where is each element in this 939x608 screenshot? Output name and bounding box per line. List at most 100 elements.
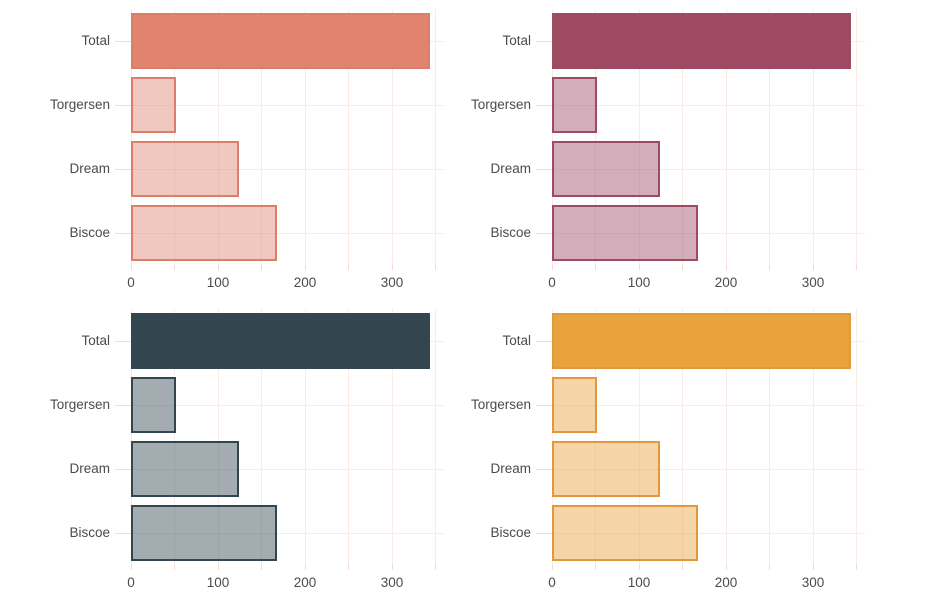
x-axis-tick <box>856 564 857 570</box>
vertical-gridline <box>595 9 596 264</box>
horizontal-gridline <box>544 169 865 170</box>
x-axis-tick <box>261 264 262 270</box>
category-label-torgersen: Torgersen <box>470 397 531 412</box>
x-tick-label-200: 200 <box>293 575 317 590</box>
x-axis-tick <box>726 564 727 570</box>
vertical-gridline <box>305 9 306 264</box>
y-axis-tick <box>536 169 552 170</box>
x-tick-label-0: 0 <box>548 575 556 590</box>
bar-torgersen <box>552 377 597 433</box>
y-axis-tick <box>536 405 552 406</box>
bar-torgersen <box>131 377 176 433</box>
x-axis-tick <box>682 264 683 270</box>
x-tick-label-300: 300 <box>380 275 404 290</box>
bar-dream <box>131 441 239 497</box>
category-label-torgersen: Torgersen <box>49 397 110 412</box>
bar-total <box>552 313 851 369</box>
vertical-gridline <box>131 9 132 264</box>
x-axis-tick <box>392 564 393 570</box>
vertical-gridline <box>261 309 262 564</box>
x-axis-tick <box>552 564 553 570</box>
vertical-gridline <box>769 9 770 264</box>
x-axis-tick <box>552 264 553 270</box>
vertical-gridline <box>552 309 553 564</box>
x-axis-tick <box>639 264 640 270</box>
horizontal-gridline <box>544 405 865 406</box>
category-label-torgersen: Torgersen <box>470 97 531 112</box>
horizontal-gridline <box>123 169 444 170</box>
x-axis-tick <box>218 264 219 270</box>
x-tick-label-0: 0 <box>548 275 556 290</box>
x-axis-tick <box>348 564 349 570</box>
x-axis-tick <box>174 564 175 570</box>
x-axis-tick <box>348 264 349 270</box>
category-label-total: Total <box>502 333 531 348</box>
vertical-gridline <box>552 9 553 264</box>
category-label-biscoe: Biscoe <box>69 525 110 540</box>
vertical-gridline <box>218 309 219 564</box>
category-label-dream: Dream <box>490 161 531 176</box>
bar-dream <box>552 441 660 497</box>
x-axis-tick <box>218 564 219 570</box>
x-axis-tick <box>856 264 857 270</box>
vertical-gridline <box>639 309 640 564</box>
y-axis-tick <box>115 41 131 42</box>
x-axis-tick <box>435 564 436 570</box>
bar-torgersen <box>131 77 176 133</box>
vertical-gridline <box>435 9 436 264</box>
x-tick-label-300: 300 <box>380 575 404 590</box>
x-axis-tick <box>305 564 306 570</box>
x-tick-label-100: 100 <box>627 575 651 590</box>
x-axis-tick <box>392 264 393 270</box>
y-axis-tick <box>115 233 131 234</box>
horizontal-gridline <box>123 469 444 470</box>
x-axis-tick <box>435 264 436 270</box>
y-axis-tick <box>115 469 131 470</box>
vertical-gridline <box>595 309 596 564</box>
x-tick-label-200: 200 <box>293 275 317 290</box>
x-axis-tick <box>813 264 814 270</box>
horizontal-gridline <box>123 405 444 406</box>
x-axis-tick <box>769 564 770 570</box>
horizontal-gridline <box>544 533 865 534</box>
category-label-total: Total <box>81 333 110 348</box>
bar-chart-amber: Total Torgersen Dream Biscoe 0 100 200 300 <box>470 304 939 608</box>
bar-biscoe <box>552 505 698 561</box>
vertical-gridline <box>348 309 349 564</box>
horizontal-gridline <box>123 105 444 106</box>
x-tick-label-300: 300 <box>801 575 825 590</box>
category-label-dream: Dream <box>490 461 531 476</box>
vertical-gridline <box>813 309 814 564</box>
vertical-gridline <box>856 9 857 264</box>
vertical-gridline <box>218 9 219 264</box>
bar-chart-berry: Total Torgersen Dream Biscoe 0 100 200 300 <box>470 0 939 304</box>
category-label-total: Total <box>502 33 531 48</box>
y-axis-tick <box>536 533 552 534</box>
x-axis-tick <box>131 264 132 270</box>
x-axis-tick <box>595 264 596 270</box>
x-axis-tick <box>769 264 770 270</box>
x-axis-tick <box>261 564 262 570</box>
horizontal-gridline <box>544 105 865 106</box>
bar-total <box>552 13 851 69</box>
vertical-gridline <box>392 9 393 264</box>
vertical-gridline <box>769 309 770 564</box>
vertical-gridline <box>639 9 640 264</box>
bar-biscoe <box>552 205 698 261</box>
category-label-biscoe: Biscoe <box>69 225 110 240</box>
vertical-gridline <box>682 9 683 264</box>
x-axis-tick <box>639 564 640 570</box>
x-tick-label-200: 200 <box>714 275 738 290</box>
y-axis-tick <box>536 341 552 342</box>
y-axis-tick <box>115 105 131 106</box>
x-tick-label-200: 200 <box>714 575 738 590</box>
x-tick-label-100: 100 <box>206 575 230 590</box>
x-tick-label-100: 100 <box>206 275 230 290</box>
category-label-dream: Dream <box>69 161 110 176</box>
x-axis-tick <box>305 264 306 270</box>
bar-dream <box>131 141 239 197</box>
bar-total <box>131 313 430 369</box>
bar-biscoe <box>131 505 277 561</box>
x-axis-tick <box>682 564 683 570</box>
